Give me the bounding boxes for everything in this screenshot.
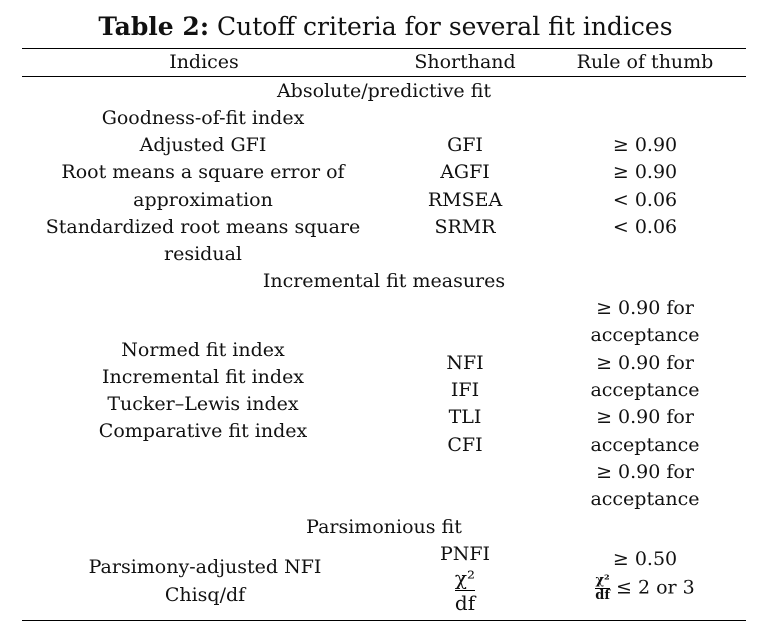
index-adjusted-gfi: Adjusted GFI bbox=[139, 134, 267, 156]
shorthand-pnfi: PNFI bbox=[439, 543, 491, 565]
index-normed-fit: Normed fit index bbox=[121, 339, 285, 361]
header-rule-of-thumb: Rule of thumb bbox=[576, 51, 714, 73]
chisq-df-fraction: χ² df bbox=[454, 566, 476, 615]
shorthand-tli: TLI bbox=[448, 406, 482, 428]
index-rmsea-line1: Root means a square error of bbox=[61, 161, 345, 183]
top-rule bbox=[22, 48, 746, 49]
index-tucker-lewis: Tucker–Lewis index bbox=[107, 393, 299, 415]
rule-tli-line2: acceptance bbox=[590, 434, 700, 456]
rule-rmsea: < 0.06 bbox=[612, 189, 678, 211]
rule-gfi: ≥ 0.90 bbox=[612, 134, 678, 156]
fraction-bar bbox=[454, 590, 476, 591]
chisq-denominator: df bbox=[454, 591, 476, 615]
header-shorthand: Shorthand bbox=[414, 51, 516, 73]
shorthand-gfi: GFI bbox=[447, 134, 483, 156]
header-indices: Indices bbox=[169, 51, 239, 73]
header-rule bbox=[22, 76, 746, 77]
section-absolute-fit: Absolute/predictive fit bbox=[276, 80, 492, 102]
shorthand-agfi: AGFI bbox=[440, 161, 490, 183]
index-goodness-of-fit: Goodness-of-fit index bbox=[101, 107, 305, 129]
chisq-rule-fraction: χ² df bbox=[595, 574, 610, 603]
chisq-rule-numerator: χ² bbox=[595, 573, 610, 588]
section-parsimonious-fit: Parsimonious fit bbox=[306, 516, 462, 538]
shorthand-ifi: IFI bbox=[450, 379, 480, 401]
index-comparative-fit: Comparative fit index bbox=[98, 420, 308, 442]
section-incremental-fit: Incremental fit measures bbox=[262, 270, 506, 292]
index-parsimony-adjusted-nfi: Parsimony-adjusted NFI bbox=[88, 556, 322, 578]
rule-nfi-line2: acceptance bbox=[590, 324, 700, 346]
index-srmr-line1: Standardized root means square bbox=[45, 216, 361, 238]
chisq-rule-denominator: df bbox=[595, 588, 610, 603]
index-chisq-df: Chisq/df bbox=[164, 584, 246, 606]
shorthand-rmsea: RMSEA bbox=[427, 189, 503, 211]
rule-tli-line1: ≥ 0.90 for bbox=[596, 406, 694, 428]
rule-cfi-line1: ≥ 0.90 for bbox=[596, 461, 694, 483]
rule-srmr: < 0.06 bbox=[612, 216, 678, 238]
rule-agfi: ≥ 0.90 bbox=[612, 161, 678, 183]
table-title-label: Table 2: bbox=[98, 12, 210, 41]
rule-fraction-bar bbox=[595, 588, 610, 589]
rule-ifi-line1: ≥ 0.90 for bbox=[596, 352, 694, 374]
chisq-numerator: χ² bbox=[454, 566, 476, 590]
rule-chisq-df: χ² df ≤ 2 or 3 bbox=[544, 574, 746, 603]
table-title: Table 2: Cutoff criteria for several fit… bbox=[0, 12, 771, 41]
rule-nfi-line1: ≥ 0.90 for bbox=[596, 297, 694, 319]
chisq-rule-suffix: ≤ 2 or 3 bbox=[615, 576, 695, 599]
shorthand-srmr: SRMR bbox=[434, 216, 496, 238]
bottom-rule bbox=[22, 620, 746, 621]
rule-ifi-line2: acceptance bbox=[590, 379, 700, 401]
index-srmr-line2: residual bbox=[164, 243, 242, 265]
shorthand-chisq-df: χ² df bbox=[386, 566, 544, 615]
rule-cfi-line2: acceptance bbox=[590, 488, 700, 510]
index-incremental-fit: Incremental fit index bbox=[101, 366, 305, 388]
rule-pnfi: ≥ 0.50 bbox=[612, 548, 678, 570]
shorthand-nfi: NFI bbox=[446, 352, 484, 374]
table-title-text: Cutoff criteria for several fit indices bbox=[209, 12, 673, 41]
index-rmsea-line2: approximation bbox=[133, 189, 273, 211]
shorthand-cfi: CFI bbox=[447, 434, 483, 456]
